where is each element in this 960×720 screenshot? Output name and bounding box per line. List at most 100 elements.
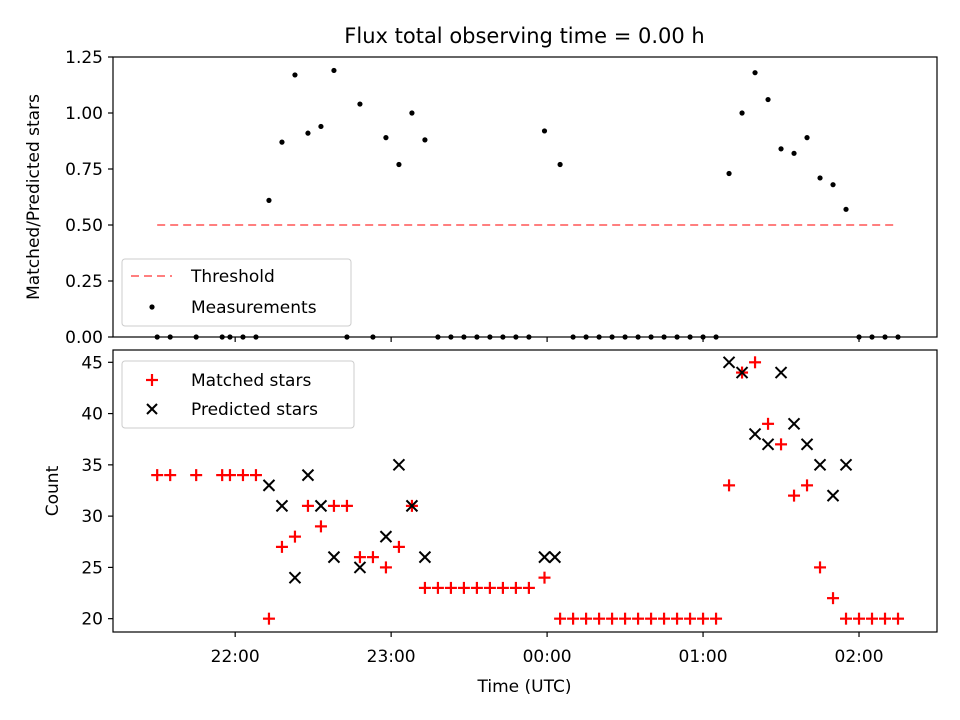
- matched-star-point: [827, 592, 840, 605]
- count-x-tick-label: 02:00: [835, 647, 884, 667]
- predicted-star-point: [548, 550, 562, 564]
- predicted-star-point: [379, 530, 393, 543]
- matched-star-point: [671, 612, 684, 625]
- measurement-point: [895, 334, 901, 340]
- measurement-point: [331, 67, 337, 74]
- count-y-tick-label: 45: [81, 353, 103, 373]
- predicted-star-point: [327, 550, 341, 564]
- matched-star-point: [840, 612, 853, 625]
- count-x-tick-label: 01:00: [679, 647, 728, 667]
- measurement-point: [219, 334, 225, 340]
- matched-star-point: [392, 540, 405, 553]
- matched-star-point: [379, 561, 392, 574]
- measurement-point: [357, 101, 363, 107]
- count-legend: Matched stars Predicted stars: [121, 360, 355, 429]
- measurement-point: [752, 70, 758, 76]
- matched-star-point: [522, 581, 535, 594]
- predicted-star-point: [813, 458, 827, 472]
- ratio-y-tick-label: 0.00: [65, 328, 103, 348]
- matched-star-point: [236, 469, 249, 482]
- matched-star-point: [190, 469, 203, 482]
- legend-threshold-label: Threshold: [190, 267, 275, 287]
- matched-star-point: [723, 479, 736, 492]
- matched-star-point: [879, 612, 892, 625]
- measurement-point: [700, 334, 706, 340]
- matched-star-point: [151, 469, 164, 482]
- measurement-point: [435, 334, 441, 340]
- matched-star-point: [658, 612, 671, 625]
- predicted-star-point: [748, 427, 762, 441]
- count-plot-area: [112, 349, 938, 633]
- predicted-star-point: [774, 366, 788, 379]
- legend-predicted-swatch: [146, 403, 158, 415]
- predicted-star-point: [735, 366, 749, 379]
- measurement-point: [227, 334, 233, 340]
- predicted-star-point: [787, 417, 801, 431]
- matched-star-point: [275, 540, 288, 553]
- matched-star-point: [340, 499, 353, 512]
- matched-star-point: [366, 551, 379, 564]
- predicted-star-point: [275, 499, 289, 513]
- legend-measurements-swatch: [149, 304, 155, 310]
- matched-star-point: [301, 499, 314, 512]
- measurement-point: [817, 175, 823, 181]
- matched-star-point: [444, 581, 457, 594]
- predicted-star-point: [405, 499, 419, 513]
- matched-star-point: [892, 612, 905, 625]
- measurement-point: [869, 334, 875, 340]
- measurement-point: [726, 170, 732, 177]
- ratio-legend: Threshold Measurements: [121, 258, 352, 327]
- measurement-point: [713, 334, 719, 340]
- measurement-point: [765, 96, 771, 103]
- measurement-point: [882, 334, 888, 340]
- matched-star-point: [775, 438, 788, 451]
- measurement-point: [583, 334, 589, 340]
- count-y-tick-label: 25: [81, 558, 103, 578]
- matched-star-point: [538, 571, 551, 584]
- measurement-point: [739, 110, 745, 116]
- measurement-point: [513, 334, 519, 340]
- matched-star-point: [457, 581, 470, 594]
- count-legend-box: [121, 360, 355, 429]
- matched-star-point: [567, 612, 580, 625]
- count-y-axis-label: Count: [43, 465, 63, 516]
- matched-star-point: [314, 520, 327, 533]
- measurement-point: [154, 334, 160, 340]
- measurement-point: [409, 110, 415, 116]
- matched-star-point: [327, 499, 340, 512]
- matched-star-point: [288, 530, 301, 543]
- matched-star-point: [619, 612, 632, 625]
- matched-star-point: [684, 612, 697, 625]
- measurement-point: [279, 139, 285, 145]
- measurement-point: [500, 334, 506, 340]
- measurement-point: [474, 334, 480, 340]
- predicted-star-point: [800, 438, 814, 451]
- matched-star-point: [418, 581, 431, 594]
- measurement-point: [674, 334, 680, 340]
- measurement-point: [240, 334, 246, 340]
- matched-star-points: [151, 356, 905, 625]
- matched-star-point: [496, 581, 509, 594]
- measurement-point: [648, 334, 654, 340]
- predicted-star-point: [722, 356, 736, 369]
- legend-matched-swatch: [146, 374, 158, 386]
- count-y-ticks: 20 25 30 35 40 45: [81, 353, 113, 630]
- measurement-point: [557, 161, 563, 168]
- matched-star-point: [353, 551, 366, 564]
- measurement-point: [167, 334, 173, 340]
- measurement-point: [305, 130, 311, 136]
- predicted-star-point: [288, 571, 302, 584]
- matched-star-point: [788, 489, 801, 502]
- measurement-point: [622, 334, 628, 340]
- predicted-star-point: [392, 458, 406, 472]
- measurement-point: [318, 123, 324, 130]
- count-y-tick-label: 40: [81, 405, 103, 425]
- matched-star-point: [554, 612, 567, 625]
- count-y-tick-label: 20: [81, 610, 103, 630]
- predicted-star-point: [826, 489, 840, 502]
- ratio-y-tick-label: 0.75: [65, 160, 103, 180]
- predicted-star-points: [262, 356, 853, 584]
- measurement-point: [448, 334, 454, 340]
- measurement-point: [526, 334, 532, 340]
- predicted-star-point: [314, 499, 328, 513]
